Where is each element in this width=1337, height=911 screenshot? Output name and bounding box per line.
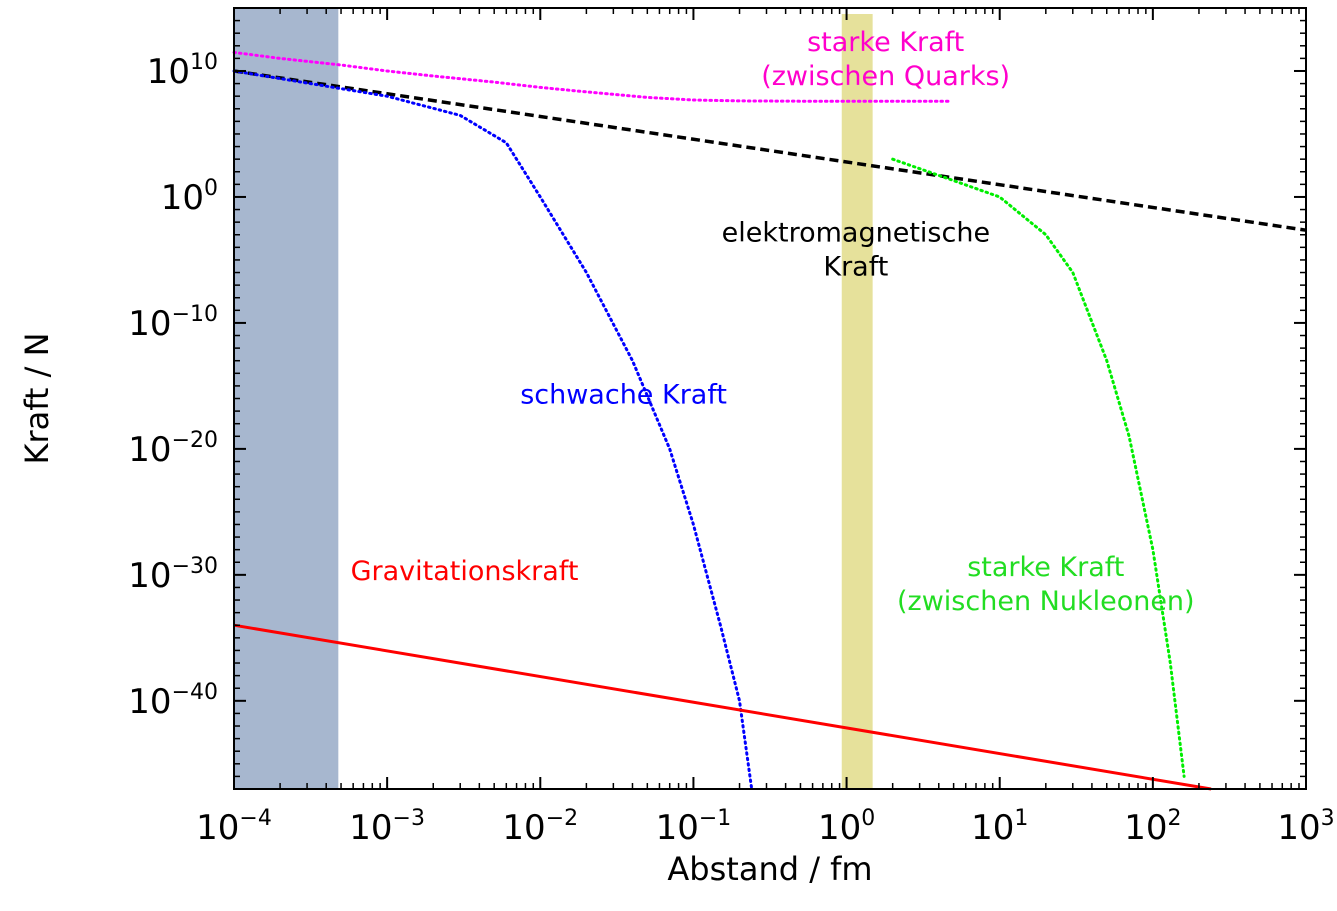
tick-base: 10 bbox=[161, 178, 204, 218]
tick-exponent: 10 bbox=[190, 50, 218, 75]
y-tick-label: 1010 bbox=[147, 50, 218, 92]
tick-base: 10 bbox=[128, 682, 171, 722]
x-tick-label: 10−1 bbox=[656, 806, 732, 848]
tick-exponent: −1 bbox=[699, 806, 731, 831]
tick-base: 10 bbox=[1277, 808, 1320, 848]
tick-base: 10 bbox=[818, 808, 861, 848]
annotation-1: starke Kraft (zwischen Quarks) bbox=[761, 27, 1010, 92]
tick-exponent: 3 bbox=[1321, 806, 1335, 831]
annotation-line: (zwischen Quarks) bbox=[761, 61, 1010, 92]
tick-exponent: 1 bbox=[1014, 806, 1028, 831]
tick-base: 10 bbox=[147, 52, 190, 92]
tick-exponent: 0 bbox=[204, 176, 218, 201]
y-tick-label: 10−30 bbox=[128, 554, 218, 596]
tick-exponent: −30 bbox=[172, 554, 218, 579]
tick-base: 10 bbox=[656, 808, 699, 848]
tick-base: 10 bbox=[502, 808, 545, 848]
y-tick-label: 10−10 bbox=[128, 302, 218, 344]
tick-base: 10 bbox=[128, 556, 171, 596]
x-tick-label: 10−2 bbox=[502, 806, 578, 848]
annotation-3: schwache Kraft bbox=[520, 380, 727, 411]
annotation-4: Gravitationskraft bbox=[351, 556, 579, 587]
annotation-line: starke Kraft bbox=[807, 27, 964, 58]
tick-exponent: 0 bbox=[861, 806, 875, 831]
annotation-line: schwache Kraft bbox=[520, 380, 727, 411]
x-tick-label: 10−4 bbox=[196, 806, 272, 848]
series-lines bbox=[232, 50, 1307, 791]
x-tick-label: 103 bbox=[1277, 806, 1334, 848]
tick-exponent: −20 bbox=[172, 428, 218, 453]
annotation-line: Kraft bbox=[823, 251, 888, 282]
tick-exponent: −2 bbox=[546, 806, 578, 831]
axis-ticks bbox=[233, 7, 1307, 790]
y-tick-label: 10−40 bbox=[128, 680, 218, 722]
y-axis-label: Kraft / N bbox=[18, 332, 56, 464]
y-tick-label: 10−20 bbox=[128, 428, 218, 470]
y-tick-label: 100 bbox=[161, 176, 218, 218]
annotation-line: elektromagnetische bbox=[722, 217, 990, 248]
x-axis-label: Abstand / fm bbox=[667, 850, 872, 888]
annotation-2: elektromagnetische Kraft bbox=[722, 217, 990, 282]
series-line-5 bbox=[233, 623, 1212, 791]
annotation-line: Gravitationskraft bbox=[351, 556, 579, 587]
tick-exponent: −3 bbox=[393, 806, 425, 831]
annotation-line: (zwischen Nukleonen) bbox=[897, 586, 1195, 617]
tick-base: 10 bbox=[349, 808, 392, 848]
tick-exponent: −10 bbox=[172, 302, 218, 327]
x-tick-label: 101 bbox=[971, 806, 1028, 848]
x-tick-label: 10−3 bbox=[349, 806, 425, 848]
series-line-2 bbox=[233, 69, 1307, 232]
annotation-5: starke Kraft (zwischen Nukleonen) bbox=[897, 552, 1195, 617]
tick-exponent: 2 bbox=[1167, 806, 1181, 831]
annotations: starke Kraft (zwischen Quarks)elektromagn… bbox=[351, 27, 1195, 617]
tick-base: 10 bbox=[128, 430, 171, 470]
band-1 bbox=[234, 8, 339, 789]
x-tick-label: 102 bbox=[1124, 806, 1181, 848]
bands bbox=[234, 8, 873, 789]
tick-base: 10 bbox=[971, 808, 1014, 848]
x-tick-labels: 10−4 10−3 10−2 10−1 100 101 102 103 bbox=[196, 806, 1334, 848]
tick-exponent: −4 bbox=[239, 806, 271, 831]
tick-exponent: −40 bbox=[172, 680, 218, 705]
band-2 bbox=[841, 14, 873, 789]
series-line-3 bbox=[232, 69, 754, 791]
tick-base: 10 bbox=[1124, 808, 1167, 848]
series-line-1 bbox=[232, 50, 951, 103]
tick-base: 10 bbox=[128, 304, 171, 344]
tick-base: 10 bbox=[196, 808, 239, 848]
x-tick-label: 100 bbox=[818, 806, 875, 848]
annotation-line: starke Kraft bbox=[967, 552, 1124, 583]
series-line-4 bbox=[891, 157, 1186, 778]
plot-frame bbox=[233, 7, 1307, 790]
